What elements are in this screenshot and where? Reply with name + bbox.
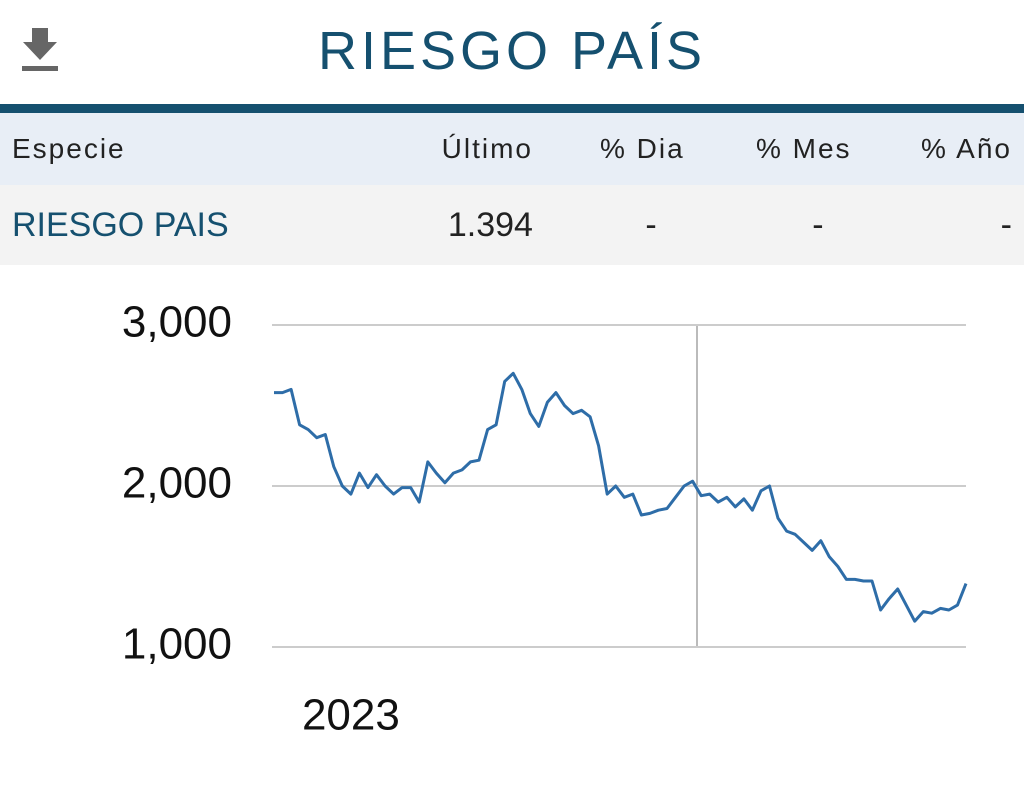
x-tick-label: 2023 xyxy=(302,691,400,740)
quote-table: Especie Último % Dia % Mes % Año RIESGO … xyxy=(0,113,1024,265)
table-row[interactable]: RIESGO PAIS 1.394 - - - xyxy=(0,185,1024,265)
column-header: % Dia xyxy=(544,113,697,185)
column-header: Último xyxy=(384,113,545,185)
cell: - xyxy=(544,185,697,265)
y-tick-label: 1,000 xyxy=(122,620,232,669)
data-line xyxy=(274,371,968,623)
cell: - xyxy=(696,185,864,265)
table-header: Especie Último % Dia % Mes % Año xyxy=(0,113,1024,185)
column-header: % Año xyxy=(863,113,1024,185)
title: RIESGO PAÍS xyxy=(317,21,707,81)
cell: RIESGO PAIS xyxy=(0,185,384,265)
y-tick-label: 2,000 xyxy=(122,459,232,508)
chart: 1,000 2,000 3,000 2023 xyxy=(122,298,968,740)
y-tick-label: 3,000 xyxy=(122,298,232,347)
cell: 1.394 xyxy=(384,185,545,265)
divider xyxy=(0,104,1024,113)
cell: - xyxy=(863,185,1024,265)
column-header: % Mes xyxy=(696,113,864,185)
download-icon[interactable] xyxy=(20,24,80,84)
header: RIESGO PAÍS xyxy=(0,0,1024,104)
column-header: Especie xyxy=(0,113,384,185)
